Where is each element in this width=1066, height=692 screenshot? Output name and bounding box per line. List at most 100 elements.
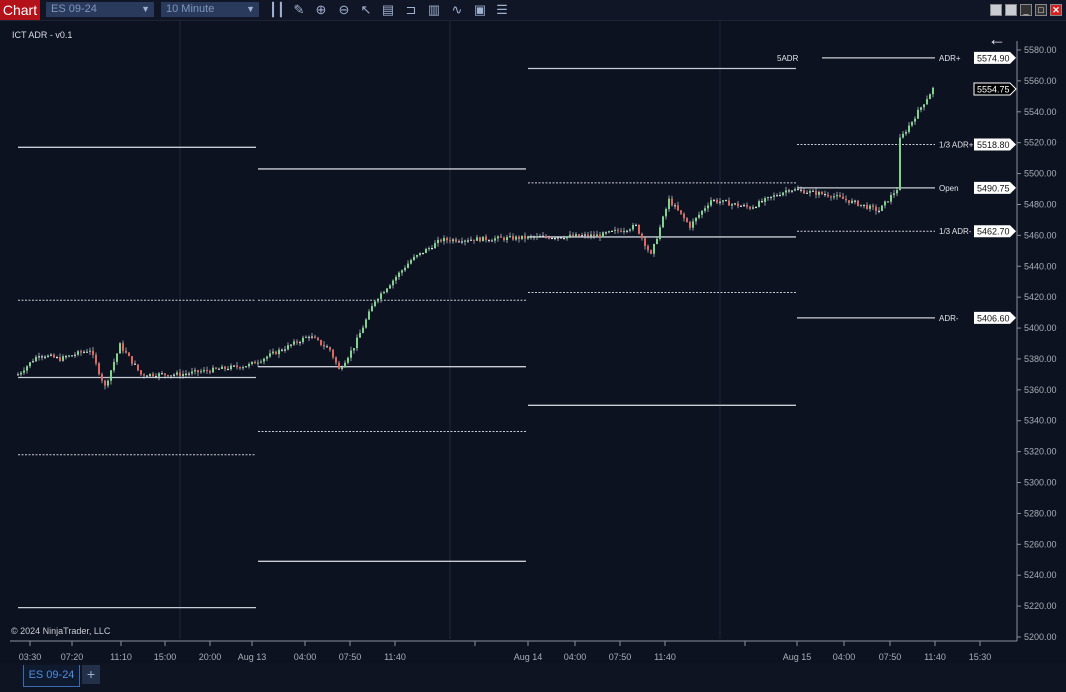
candle-body: [179, 372, 181, 377]
indicator-label: ICT ADR - v0.1: [12, 30, 73, 40]
x-tick-label: 07:50: [339, 652, 362, 662]
x-tick-label: 15:00: [154, 652, 177, 662]
x-tick-label: Aug 13: [238, 652, 267, 662]
candle-body: [557, 237, 559, 239]
candle-body: [218, 368, 220, 370]
candle-body: [509, 236, 511, 238]
candle-body: [470, 239, 472, 241]
candle-body: [743, 205, 745, 207]
candle-body: [863, 204, 865, 206]
candle-body: [302, 337, 304, 343]
zoom-in-icon[interactable]: ⊕: [315, 2, 327, 17]
indicators-icon[interactable]: ▥: [427, 2, 441, 17]
chart-menu-button[interactable]: Chart: [0, 0, 40, 20]
candle-body: [821, 191, 823, 195]
candle-body: [722, 200, 724, 202]
candle-body: [896, 190, 898, 194]
candle-body: [242, 367, 244, 369]
tab-es-09-24[interactable]: ES 09-24: [23, 665, 80, 687]
candle-body: [638, 224, 640, 234]
candle-body: [467, 240, 469, 242]
y-tick-label: 5300.00: [1024, 478, 1057, 488]
candle-body: [920, 107, 922, 110]
candle-body: [575, 234, 577, 237]
candle-body: [47, 355, 49, 358]
candle-body: [212, 367, 214, 373]
candle-body: [170, 375, 172, 377]
candle-body: [479, 237, 481, 242]
price-tag: [974, 181, 1016, 194]
candle-body: [812, 190, 814, 192]
candle-body: [659, 227, 661, 239]
strategies-icon[interactable]: ∿: [451, 2, 463, 17]
price-tag-label: 5490.75: [977, 183, 1010, 193]
candle-body: [833, 196, 835, 198]
bar-type-icon[interactable]: ┃┃: [269, 2, 285, 17]
candle-body: [236, 365, 238, 368]
candle-body: [383, 292, 385, 294]
maximize-icon[interactable]: □: [1035, 4, 1047, 16]
candle-body: [554, 238, 556, 240]
tile-icon[interactable]: [1005, 4, 1017, 16]
candle-body: [290, 344, 292, 346]
arrow-left-icon[interactable]: ←: [988, 29, 1006, 49]
candle-body: [548, 237, 550, 239]
candle-body: [848, 200, 850, 203]
add-tab-button[interactable]: +: [82, 665, 100, 684]
candle-body: [446, 238, 448, 241]
candle-body: [491, 240, 493, 242]
data-box-icon[interactable]: ▤: [381, 2, 395, 17]
price-tag: [974, 138, 1016, 151]
candle-body: [905, 131, 907, 134]
candle-body: [413, 256, 415, 261]
candle-body: [686, 218, 688, 223]
price-tag: [974, 225, 1016, 238]
candle-body: [200, 371, 202, 373]
candle-body: [362, 327, 364, 334]
candle-body: [248, 364, 250, 367]
zoom-out-icon[interactable]: ⊖: [338, 2, 350, 17]
price-chart[interactable]: 5580.00 5560.00 5540.00 5520.00 5500.00 5480.…: [0, 21, 1066, 663]
properties-icon[interactable]: ⊐: [405, 2, 417, 17]
minimize-icon[interactable]: _: [1020, 4, 1032, 16]
candle-body: [572, 234, 574, 237]
interval-selector[interactable]: 10 Minute ▼: [161, 2, 259, 17]
candle-body: [323, 344, 325, 347]
list-icon[interactable]: ☰: [496, 2, 508, 17]
instrument-selector[interactable]: ES 09-24 ▼: [46, 2, 154, 17]
candle-body: [461, 241, 463, 243]
candle-body: [596, 234, 598, 237]
candle-body: [167, 375, 169, 377]
candle-body: [668, 198, 670, 210]
candle-body: [788, 190, 790, 192]
templates-icon[interactable]: ▣: [473, 2, 487, 17]
pointer-icon[interactable]: ↖: [360, 2, 372, 17]
y-tick-label: 5380.00: [1024, 354, 1057, 364]
candle-body: [749, 206, 751, 209]
candle-body: [83, 351, 85, 353]
candle-body: [488, 240, 490, 242]
x-tick-label: 03:30: [19, 652, 42, 662]
candle-body: [830, 196, 832, 198]
candle-body: [74, 354, 76, 356]
candle-body: [35, 356, 37, 362]
interval-value: 10 Minute: [166, 3, 215, 15]
tile-icon[interactable]: [990, 4, 1002, 16]
close-icon[interactable]: ✕: [1050, 4, 1062, 16]
candle-body: [854, 200, 856, 202]
candle-body: [26, 366, 28, 371]
pencil-icon[interactable]: ✎: [293, 2, 305, 17]
level-label: ADR-: [939, 314, 959, 323]
candle-body: [86, 351, 88, 353]
y-tick-label: 5560.00: [1024, 76, 1057, 86]
candle-body: [878, 210, 880, 212]
candle-body: [191, 371, 193, 374]
candle-body: [692, 221, 694, 228]
candle-body: [455, 239, 457, 242]
x-tick-label: 11:40: [384, 652, 406, 662]
candle-body: [161, 373, 163, 375]
candle-body: [416, 255, 418, 257]
candle-body: [284, 349, 286, 351]
candle-body: [56, 357, 58, 359]
candle-body: [374, 301, 376, 307]
